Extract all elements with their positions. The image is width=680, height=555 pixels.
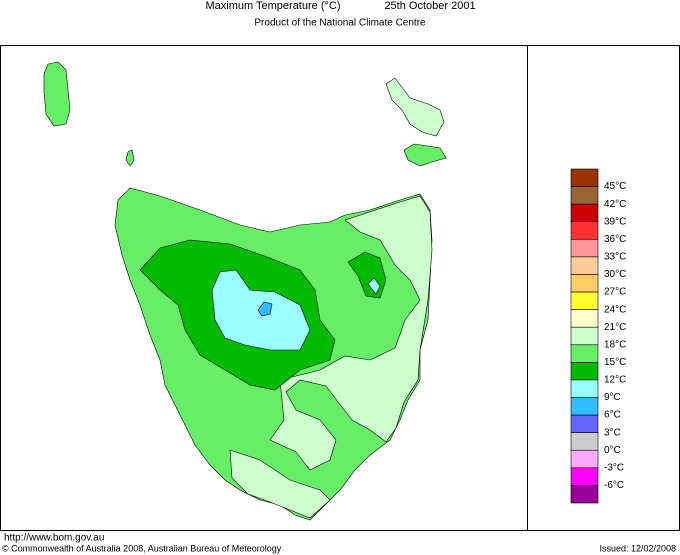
legend-swatch (570, 274, 599, 293)
legend-label: 24°C (604, 304, 626, 315)
date: 25th October 2001 (384, 0, 475, 12)
legend-swatch (570, 239, 599, 258)
legend-label: 36°C (604, 234, 626, 245)
title: Maximum Temperature (°C) (205, 0, 340, 12)
legend-swatch (570, 203, 599, 223)
legend-swatch (570, 449, 599, 469)
legend-swatch (570, 467, 599, 486)
ben-lomond (367, 277, 381, 295)
east-cool-zone (269, 195, 433, 471)
legend-swatch (570, 256, 599, 275)
legend-label: 15°C (604, 357, 626, 368)
cape-barren-island (403, 143, 447, 167)
legend-swatch (570, 362, 599, 381)
legend-label: 45°C (604, 181, 626, 192)
footer-copyright: © Commonwealth of Australia 2008, Austra… (2, 543, 282, 553)
legend-swatch (570, 397, 599, 416)
legend-swatch (570, 485, 599, 504)
legend-label: 3°C (604, 427, 621, 438)
king-island (43, 61, 71, 127)
legend-swatch (570, 344, 599, 363)
subtitle: Product of the National Climate Centre (254, 18, 426, 29)
southwest-cool-zone (229, 449, 331, 519)
legend-label: 9°C (604, 392, 621, 403)
legend-swatch (570, 168, 599, 187)
flinders-island (385, 77, 445, 137)
legend: 45°C 42°C 39°C 36°C 33°C 30°C 27°C 24°C 21°C 18°C… (570, 168, 626, 504)
legend-swatch (570, 432, 599, 451)
highest-peak (257, 301, 273, 317)
legend-label: 0°C (604, 445, 621, 456)
legend-label: -6°C (604, 480, 624, 491)
legend-label: 30°C (604, 269, 626, 280)
legend-swatch (570, 221, 599, 240)
legend-swatch (570, 326, 599, 346)
footer-issued: Issued: 12/02/2008 (599, 543, 676, 553)
legend-label: -3°C (604, 462, 624, 473)
legend-label: 12°C (604, 375, 626, 386)
legend-label: 18°C (604, 339, 626, 350)
legend-label: 39°C (604, 216, 626, 227)
legend-swatch (570, 379, 599, 398)
legend-swatch (570, 309, 599, 328)
legend-swatch (570, 186, 599, 205)
legend-label: 33°C (604, 252, 626, 263)
footer-url: http://www.bom.gov.au (4, 533, 104, 544)
legend-swatch (570, 414, 599, 433)
legend-swatch (570, 291, 599, 310)
legend-label: 6°C (604, 410, 621, 421)
legend-label: 21°C (604, 322, 626, 333)
legend-label: 27°C (604, 287, 626, 298)
legend-label: 42°C (604, 199, 626, 210)
map (43, 61, 447, 521)
small-island (125, 149, 135, 167)
